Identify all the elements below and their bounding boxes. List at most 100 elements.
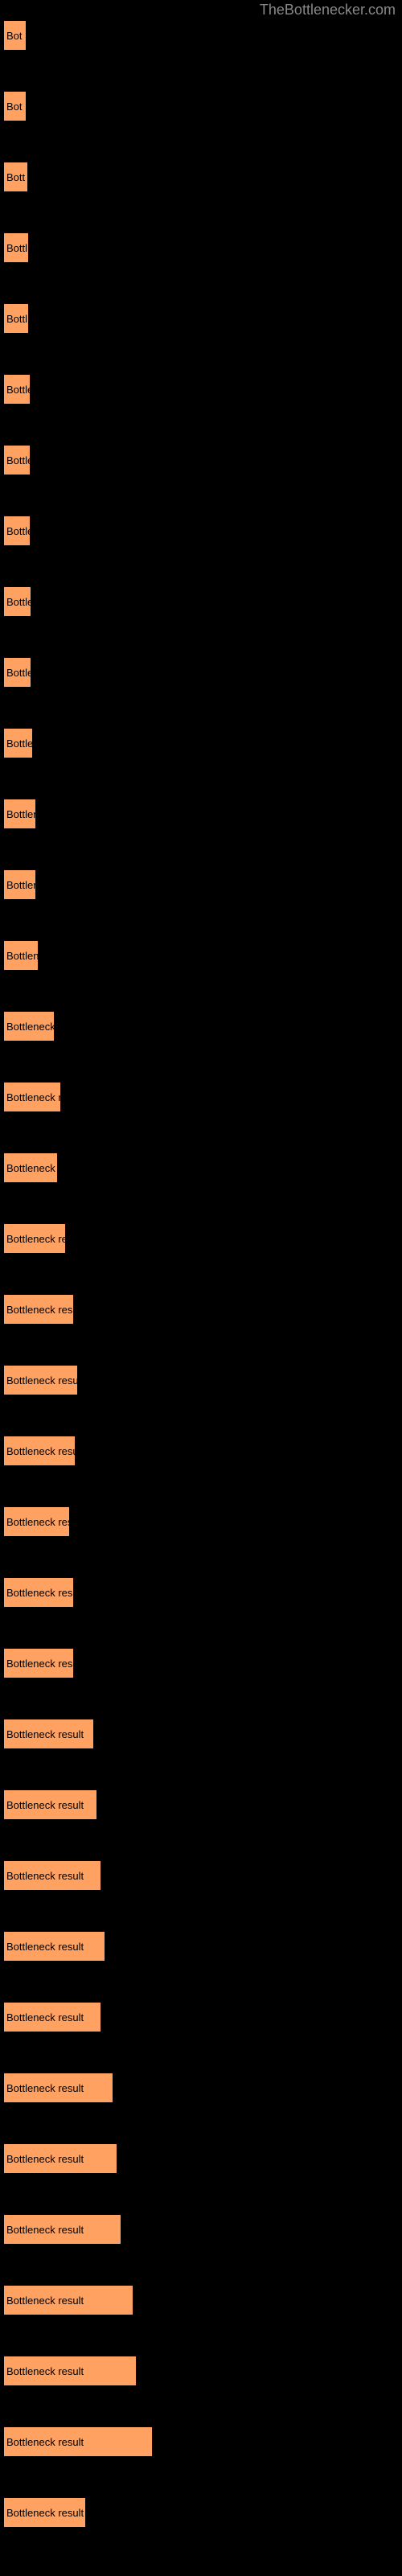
bar-row: Bottleneck result	[3, 1931, 402, 1983]
bar: Bottleneck result	[3, 1860, 101, 1891]
bar: Bottle	[3, 516, 31, 546]
bar: Bottleneck result	[3, 1223, 66, 1254]
bar-row: Bottleneck result	[3, 2214, 402, 2266]
bar-row: Bottleneck result	[3, 1648, 402, 1700]
bar-row: Bottleneck result3	[3, 2285, 402, 2337]
bar: Bott	[3, 162, 28, 192]
bar: Bottleneck result	[3, 1436, 76, 1466]
bar-row: Bot	[3, 20, 402, 72]
bar-label: Bottleneck result	[4, 2082, 84, 2094]
bar-row: Bottleneck result	[3, 2143, 402, 2196]
bar-row: Bottle	[3, 657, 402, 709]
bar-label: Bottle	[4, 667, 31, 679]
bar-row: Bottleneck result	[3, 2073, 402, 2125]
bar-row: Bott	[3, 162, 402, 214]
bar: Bottleneck result	[3, 2143, 117, 2174]
bar-label: Bottlen	[4, 737, 32, 750]
bar-row: Bot	[3, 91, 402, 143]
bar-label: Bottlen	[4, 879, 35, 891]
bar-label: Bottleneck result	[4, 1941, 84, 1953]
bar-label: Bottleneck result	[4, 2507, 84, 2519]
bar-label: Bottleneck result	[4, 1304, 73, 1316]
bar-row: Bottleneck resu	[3, 1082, 402, 1134]
bar-label: Bottleneck result	[4, 1516, 69, 1528]
bar: Bottleneck result	[3, 1648, 74, 1678]
bar-label: Bottle	[4, 454, 30, 466]
bar-row: Bottleneck result	[3, 1860, 402, 1912]
bar-label: Bott	[4, 171, 25, 183]
bar-label: Bottl	[4, 242, 27, 254]
bar-label: Bottleneck result	[4, 1870, 84, 1882]
bar-label: Bottlene	[4, 950, 38, 962]
bar-label: Bottleneck result	[4, 1728, 84, 1740]
bar: Bot	[3, 20, 27, 51]
bar-row: Bottlene	[3, 940, 402, 992]
bar-row: Bottl	[3, 232, 402, 285]
bar: Bottleneck result	[3, 2002, 101, 2032]
bar: Bottle	[3, 586, 31, 617]
bar-row: Bottleneck result 3	[3, 2356, 402, 2408]
bar-label: Bottleneck result	[4, 1587, 73, 1599]
bar-label: Bottleneck result	[4, 1233, 65, 1245]
bar-label: Bot	[4, 30, 23, 42]
bar-label: Bottleneck result	[4, 2153, 84, 2165]
bar: Bottle	[3, 657, 31, 688]
bar-value: 4	[155, 2436, 161, 2448]
bar: Bottleneck result	[3, 1577, 74, 1608]
bar-row: Bottleneck result	[3, 1577, 402, 1629]
bar: Bottleneck res	[3, 1152, 58, 1183]
bar-row: Bottleneck result	[3, 1789, 402, 1842]
bar-row: Bottle	[3, 586, 402, 639]
bar-label: Bottle	[4, 596, 31, 608]
bar-row: Bottleneck result	[3, 1223, 402, 1276]
bar-label: Bottleneck result	[4, 2224, 84, 2236]
bar: Bottlen	[3, 728, 33, 758]
bar-row: Bottleneck result	[3, 1506, 402, 1559]
bar-label: Bottleneck result	[4, 1799, 84, 1811]
bar-label: Bottleneck res	[4, 1162, 57, 1174]
bar-row: Bottleneck result	[3, 1365, 402, 1417]
bar: Bottleneck result	[3, 2497, 86, 2528]
bar: Bottlene	[3, 940, 39, 971]
bar-label: Bottle	[4, 525, 30, 537]
bar: Bottleneck result	[3, 1365, 78, 1395]
bar: Bottleneck result	[3, 1789, 97, 1820]
bar-row: Bottleneck result	[3, 1294, 402, 1346]
bar-row: Bottle	[3, 516, 402, 568]
bar: Bottleneck result	[3, 1294, 74, 1325]
bar-row: Bottleneck result	[3, 2497, 402, 2549]
bar-row: Bottleneck result	[3, 1719, 402, 1771]
bar: Bottleneck result4	[3, 2426, 153, 2457]
bar: Bottleneck result	[3, 1506, 70, 1537]
bar-row: Bottleneck result	[3, 1436, 402, 1488]
bar-label: Bottleneck result	[4, 2295, 84, 2307]
bar-row: Bottle	[3, 374, 402, 426]
bar-row: Bottleneck result	[3, 2002, 402, 2054]
bar-value: 3	[139, 2365, 145, 2377]
bar-label: Bottleneck result	[4, 2436, 84, 2448]
bar-label: Bottle	[4, 384, 30, 396]
bar-label: Bottlen	[4, 808, 35, 820]
bar: Bottleneck result	[3, 2214, 121, 2245]
bar-label: Bottleneck result	[4, 1658, 73, 1670]
bar: Bottle	[3, 445, 31, 475]
bar: Bottlen	[3, 799, 36, 829]
bar-row: Bottleneck re	[3, 1011, 402, 1063]
bar: Bottleneck resu	[3, 1082, 61, 1112]
bar: Bottl	[3, 303, 29, 334]
bar: Bottl	[3, 232, 29, 263]
bar: Bot	[3, 91, 27, 121]
bar: Bottleneck result3	[3, 2285, 133, 2315]
bar-row: Bottl	[3, 303, 402, 355]
watermark-text: TheBottlenecker.com	[260, 2, 396, 18]
bar-label: Bottleneck result	[4, 2365, 84, 2377]
bar-label: Bottleneck result	[4, 1445, 75, 1457]
bar-row: Bottlen	[3, 728, 402, 780]
bar-label: Bottleneck re	[4, 1021, 54, 1033]
bar: Bottleneck result3	[3, 2356, 137, 2386]
bar-label: Bottleneck resu	[4, 1091, 60, 1103]
bar-label: Bottleneck result	[4, 1374, 77, 1387]
bar-row: Bottlen	[3, 799, 402, 851]
bar-label: Bottl	[4, 313, 27, 325]
bar-row: Bottleneck res	[3, 1152, 402, 1205]
